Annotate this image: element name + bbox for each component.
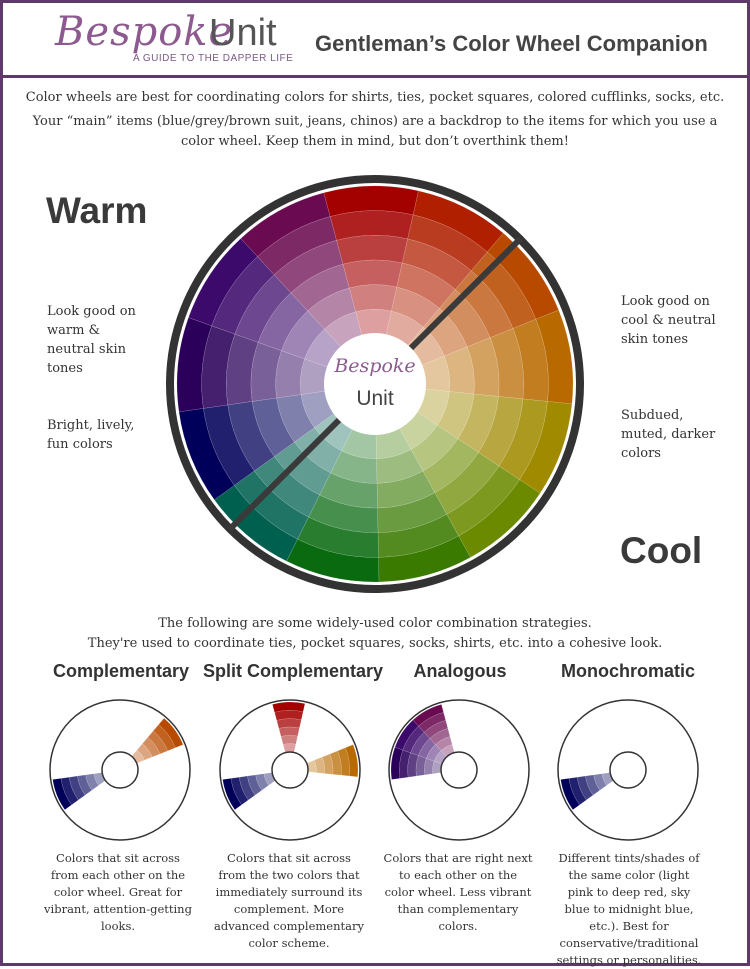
strategy-desc-monochromatic: Different tints/shades of the same color…	[556, 851, 702, 967]
intro-line-1: Color wheels are best for coordinating c…	[25, 90, 725, 105]
strategy-title-split-complementary: Split Complementary	[202, 661, 384, 681]
wheel-center-script: Bespoke	[334, 355, 416, 377]
wheel-segment	[275, 350, 305, 399]
monochromatic-wheel	[557, 699, 699, 841]
color-wheel	[166, 175, 584, 593]
wheel-segment	[342, 259, 403, 289]
wheel-segment	[376, 449, 424, 484]
split-complementary-wheel	[219, 699, 361, 841]
warm-note-bright: Bright, lively, fun colors	[47, 418, 135, 452]
header: Bespoke Unit A GUIDE TO THE DAPPER LIFE …	[3, 3, 747, 78]
strategies-intro-line-1: The following are some widely-used color…	[158, 616, 592, 631]
wheel-center	[271, 751, 309, 789]
intro-line-2: Your “main” items (blue/grey/brown suit,…	[32, 114, 718, 149]
wheel-center-disc	[324, 333, 426, 435]
strategy-desc-complementary: Colors that sit across from each other o…	[44, 851, 192, 933]
logo-unit: Unit	[209, 12, 277, 54]
cool-heading: Cool	[620, 530, 703, 571]
strategy-title-monochromatic: Monochromatic	[560, 661, 695, 681]
wheel-center-unit: Unit	[356, 387, 394, 410]
wheel-center	[101, 751, 139, 789]
warm-heading: Warm	[46, 190, 148, 231]
wheel-segment	[348, 284, 398, 313]
logo-tagline: A GUIDE TO THE DAPPER LIFE	[133, 53, 294, 64]
strategy-title-analogous: Analogous	[413, 661, 507, 681]
wheel-center	[609, 751, 647, 789]
strategy-title-complementary: Complementary	[52, 661, 190, 681]
strategy-desc-analogous: Colors that are right next to each other…	[383, 851, 533, 933]
logo-script: Bespoke	[55, 9, 234, 55]
cool-note-subdued: Subdued, muted, darker colors	[621, 408, 716, 461]
warm-note-skin: Look good on warm & neutral skin tones	[47, 304, 136, 376]
page-title: Gentleman’s Color Wheel Companion	[315, 31, 708, 56]
wheel-center	[440, 751, 478, 789]
wheel-segment	[280, 735, 298, 745]
strategies-intro-line-2: They're used to coordinate ties, pocket …	[87, 636, 663, 651]
complementary-wheel	[49, 699, 191, 841]
analogous-wheel	[388, 699, 530, 841]
cool-note-skin: Look good on cool & neutral skin tones	[621, 294, 716, 347]
strategy-desc-split-complementary: Colors that sit across from the two colo…	[214, 851, 364, 950]
